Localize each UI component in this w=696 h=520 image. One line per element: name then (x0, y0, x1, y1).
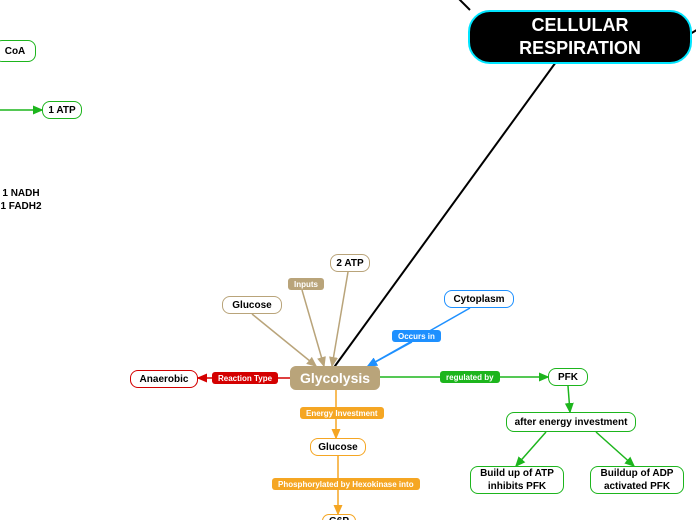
node-glycolysis[interactable]: Glycolysis (290, 366, 380, 390)
edge (252, 314, 316, 366)
edge (568, 386, 570, 412)
edge-label-phosphorylated: Phosphorylated by Hexokinase into (272, 478, 420, 490)
edge-label-regulated_by: regulated by (440, 371, 500, 383)
node-nadh_fadh2[interactable]: 1 NADH 1 FADH2 (0, 186, 48, 214)
node-anaerobic[interactable]: Anaerobic (130, 370, 198, 388)
edge-label-inputs: Inputs (288, 278, 324, 290)
node-cytoplasm[interactable]: Cytoplasm (444, 290, 514, 308)
edge (440, 0, 470, 10)
node-after_energy[interactable]: after energy investment (506, 412, 636, 432)
edge (335, 62, 556, 366)
node-activated[interactable]: Buildup of ADP activated PFK (590, 466, 684, 494)
edge (516, 432, 546, 466)
node-inhibits[interactable]: Build up of ATP inhibits PFK (470, 466, 564, 494)
node-title[interactable]: CELLULAR RESPIRATION (468, 10, 692, 64)
node-atp1[interactable]: 1 ATP (42, 101, 82, 119)
node-glucose2[interactable]: Glucose (310, 438, 366, 456)
edge-label-energy_investment: Energy Investment (300, 407, 384, 419)
node-coa[interactable]: CoA (0, 40, 36, 62)
node-atp2[interactable]: 2 ATP (330, 254, 370, 272)
node-g6p[interactable]: G6P (322, 514, 356, 520)
edge-label-occurs_in: Occurs in (392, 330, 441, 342)
edge (596, 432, 634, 466)
node-pfk[interactable]: PFK (548, 368, 588, 386)
edge (368, 342, 412, 366)
edge-label-reaction_type: Reaction Type (212, 372, 278, 384)
edge (302, 290, 324, 366)
node-glucose1[interactable]: Glucose (222, 296, 282, 314)
